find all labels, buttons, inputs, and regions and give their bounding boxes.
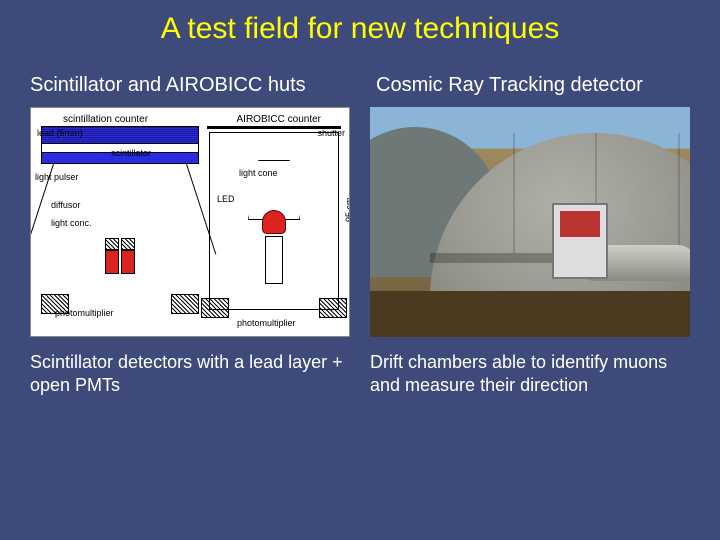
right-caption: Drift chambers able to identify muons an… [370, 351, 690, 398]
diffusor-label: diffusor [51, 200, 80, 210]
right-column: Cosmic Ray Tracking detector Drift chamb… [370, 74, 690, 398]
airobicc-counter-label: AIROBICC counter [237, 114, 321, 125]
airo-pmt-label: photomultiplier [237, 318, 296, 328]
left-column: Scintillator and AIROBICC huts scintilla… [30, 74, 350, 398]
airobicc-panel: shutter light cone LED 95 cm photomultip… [209, 132, 339, 310]
pmt-pair [105, 238, 135, 274]
left-subtitle: Scintillator and AIROBICC huts [30, 74, 350, 97]
right-subtitle: Cosmic Ray Tracking detector [376, 74, 690, 97]
light-conc-label: light conc. [51, 218, 92, 228]
light-cone-label: light cone [239, 168, 278, 178]
scint-counter-label: scintillation counter [63, 114, 148, 125]
led-label: LED [217, 194, 235, 204]
scintillator-label: scintillator [111, 148, 151, 158]
height-label: 95 cm [344, 197, 350, 222]
control-panel [560, 211, 600, 237]
control-box [552, 203, 608, 279]
photomultiplier-label: photomultiplier [55, 308, 114, 318]
scintillator-diagram: scintillation counter AIROBICC counter [30, 107, 350, 337]
airo-pmt-body [265, 236, 283, 284]
shutter-label: shutter [317, 128, 345, 138]
airo-base [201, 298, 347, 318]
scint-panel: lead (5mm) scintillator light pulser dif… [41, 126, 199, 314]
airo-pmt-head [262, 210, 286, 234]
tracking-detector-photo [370, 107, 690, 337]
lead-label: lead (5mm) [37, 128, 83, 138]
light-pulser-label: light pulser [35, 172, 79, 182]
ground [370, 291, 690, 337]
left-caption: Scintillator detectors with a lead layer… [30, 351, 350, 398]
page-title: A test field for new techniques [0, 0, 720, 74]
content-grid: Scintillator and AIROBICC huts scintilla… [0, 74, 720, 398]
